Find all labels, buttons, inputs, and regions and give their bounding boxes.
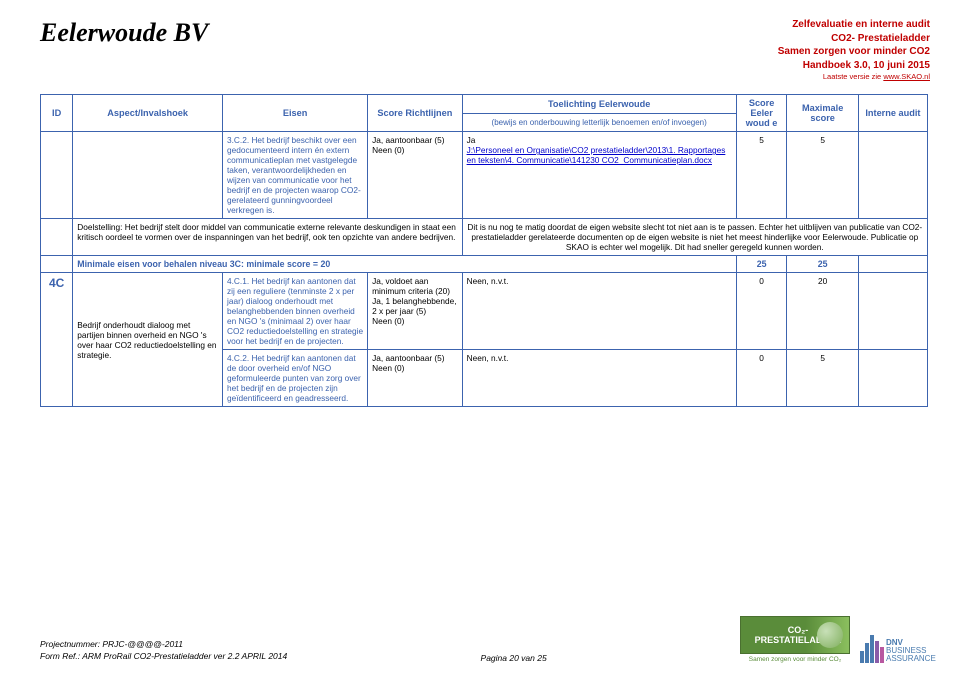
company-name: Eelerwoude BV: [40, 18, 208, 82]
cell-min-v2: 25: [787, 256, 858, 273]
co2-logo-sub: Samen zorgen voor minder CO₂: [740, 656, 850, 663]
cell-score-e-4c2: 0: [736, 350, 787, 407]
cell-min-v1: 25: [736, 256, 787, 273]
dnv-l3: ASSURANCE: [886, 655, 936, 663]
cell-score-r-4c2: Ja, aantoonbaar (5) Neen (0): [368, 350, 462, 407]
row-3c2: 3.C.2. Het bedrijf beschikt over een ged…: [41, 132, 928, 219]
toelicht-prefix: Ja: [467, 135, 476, 145]
cell-eisen-4c2: 4.C.2. Het bedrijf kan aantonen dat de d…: [223, 350, 368, 407]
cell-min-label: Minimale eisen voor behalen niveau 3C: m…: [73, 256, 737, 273]
cell-audit-4c1: [858, 273, 927, 350]
cell-id-empty: [41, 132, 73, 219]
footer-logos: CO₂-PRESTATIELADDER Samen zorgen voor mi…: [740, 616, 940, 663]
project-number: Projectnummer: PRJC-@@@@-2011: [40, 639, 287, 651]
dnv-text: DNV BUSINESS ASSURANCE: [886, 639, 936, 663]
cell-doel-right: Dit is nu nog te matig doordat de eigen …: [462, 219, 927, 256]
cell-id-min: [41, 256, 73, 273]
cell-max-4c1: 20: [787, 273, 858, 350]
meta-line-5: Laatste versie zie www.SKAO.nl: [778, 72, 930, 82]
cell-max-4c2: 5: [787, 350, 858, 407]
page-number: Pagina 20 van 25: [481, 653, 547, 663]
cell-audit-4c2: [858, 350, 927, 407]
meta-line-1: Zelfevaluatie en interne audit: [778, 18, 930, 32]
meta-prefix: Laatste versie zie: [823, 72, 883, 81]
globe-icon: [817, 622, 843, 648]
footer-left: Projectnummer: PRJC-@@@@-2011 Form Ref.:…: [40, 639, 287, 663]
header-row: ID Aspect/Invalshoek Eisen Score Richtli…: [41, 95, 928, 114]
cell-min-audit: [858, 256, 927, 273]
cell-score-r-4c1: Ja, voldoet aan minimum criteria (20) Ja…: [368, 273, 462, 350]
row-doelstelling: Doelstelling: Het bedrijf stelt door mid…: [41, 219, 928, 256]
dnv-bars-icon: [860, 635, 884, 663]
row-minimal: Minimale eisen voor behalen niveau 3C: m…: [41, 256, 928, 273]
cell-aspect-4c: Bedrijf onderhoudt dialoog met partijen …: [73, 273, 223, 407]
communicatieplan-link[interactable]: J:\Personeel en Organisatie\CO2 prestati…: [467, 145, 726, 165]
page-header: Eelerwoude BV Zelfevaluatie en interne a…: [0, 0, 960, 86]
cell-score-e-4c1: 0: [736, 273, 787, 350]
cell-max-3c2: 5: [787, 132, 858, 219]
cell-toelicht-4c2: Neen, n.v.t.: [462, 350, 736, 407]
col-score-richtlijnen: Score Richtlijnen: [368, 95, 462, 132]
doc-meta: Zelfevaluatie en interne audit CO2- Pres…: [778, 18, 930, 82]
cell-doel-left: Doelstelling: Het bedrijf stelt door mid…: [73, 219, 462, 256]
page-footer: Projectnummer: PRJC-@@@@-2011 Form Ref.:…: [40, 616, 940, 663]
cell-toelicht-3c2: Ja J:\Personeel en Organisatie\CO2 prest…: [462, 132, 736, 219]
meta-line-4: Handboek 3.0, 10 juni 2015: [778, 59, 930, 73]
cell-aspect-empty: [73, 132, 223, 219]
col-aspect: Aspect/Invalshoek: [73, 95, 223, 132]
cell-eisen-3c2: 3.C.2. Het bedrijf beschikt over een ged…: [223, 132, 368, 219]
meta-line-2: CO2- Prestatieladder: [778, 32, 930, 46]
cell-audit-3c2: [858, 132, 927, 219]
cell-id-doel: [41, 219, 73, 256]
skao-link[interactable]: www.SKAO.nl: [883, 72, 930, 81]
col-interne-audit: Interne audit: [858, 95, 927, 132]
audit-table: ID Aspect/Invalshoek Eisen Score Richtli…: [40, 94, 928, 407]
co2-logo: CO₂-PRESTATIELADDER Samen zorgen voor mi…: [740, 616, 850, 663]
cell-toelicht-4c1: Neen, n.v.t.: [462, 273, 736, 350]
cell-score-e-3c2: 5: [736, 132, 787, 219]
dnv-logo: DNV BUSINESS ASSURANCE: [860, 625, 940, 663]
col-score-eelerwoude: Score Eeler woud e: [736, 95, 787, 132]
meta-line-3: Samen zorgen voor minder CO2: [778, 45, 930, 59]
cell-eisen-4c1: 4.C.1. Het bedrijf kan aantonen dat zij …: [223, 273, 368, 350]
col-toelichting-title: Toelichting Eelerwoude: [462, 95, 736, 114]
col-max-score: Maximale score: [787, 95, 858, 132]
col-eisen: Eisen: [223, 95, 368, 132]
cell-score-r-3c2: Ja, aantoonbaar (5) Neen (0): [368, 132, 462, 219]
row-4c1: 4C Bedrijf onderhoudt dialoog met partij…: [41, 273, 928, 350]
cell-id-4c: 4C: [41, 273, 73, 407]
col-toelichting-sub: (bewijs en onderbouwing letterlijk benoe…: [462, 114, 736, 132]
col-id: ID: [41, 95, 73, 132]
form-ref: Form Ref.: ARM ProRail CO2-Prestatieladd…: [40, 651, 287, 663]
